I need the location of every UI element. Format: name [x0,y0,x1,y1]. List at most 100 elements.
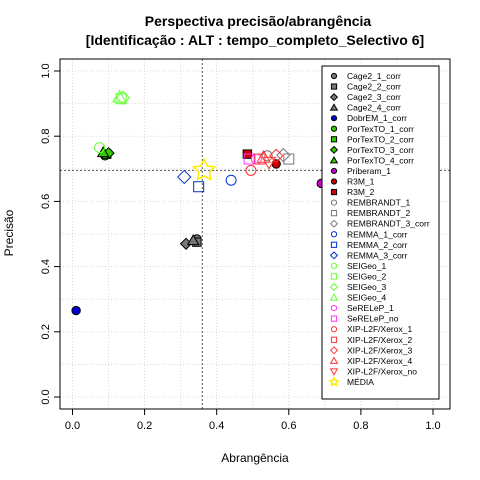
x-axis-label: Abrangência [221,451,289,465]
legend-marker [330,178,338,185]
legend-label: REMBRANDT_2 [347,208,411,218]
legend-marker [329,103,339,111]
legend-marker [330,241,338,248]
legend-marker [330,273,338,280]
data-point [243,153,255,165]
data-point [261,156,277,170]
data-point [112,89,127,103]
legend-label: SeRELeP_1 [347,303,394,313]
legend-label: PorTexTO_4_corr [347,155,414,165]
legend-marker [330,72,338,80]
legend-label: REMMA_2_corr [347,240,408,250]
legend-marker [330,125,338,132]
data-point [94,142,106,154]
legend-marker [330,167,338,175]
chart-title: Perspectiva precisão/abrangência [145,13,372,29]
data-point [71,305,81,316]
x-tick-label: 1.0 [425,420,440,432]
data-point [96,146,110,158]
legend-label: PorTexTO_1_corr [347,124,414,134]
legend-marker [330,231,338,238]
x-tick-label: 0.8 [353,420,368,432]
legend-label: Priberam_1 [347,166,391,176]
plot-frame [59,58,451,410]
data-point [177,169,192,185]
legend-marker [330,326,338,333]
data-point [191,157,217,181]
legend-marker [330,305,338,312]
y-tick-label: 0.4 [40,259,52,274]
legend-box [321,65,440,400]
legend-label: REMBRANDT_1 [347,198,411,208]
legend-label: SEIGeo_4 [347,293,386,303]
legend-marker [330,336,338,343]
legend-label: DobrEM_1_corr [347,113,407,123]
data-point [193,181,205,193]
y-tick-label: 1.0 [40,63,52,78]
data-point [256,149,271,163]
legend-label: REMBRANDT_3_corr [347,219,430,229]
y-axis-ticks: 0.0 0.2 0.4 0.6 0.8 1.0 [40,63,60,405]
legend-label: R3M_1 [347,177,375,187]
data-point [261,150,273,162]
legend-marker [330,199,338,206]
y-tick-label: 0.6 [40,194,52,209]
legend-marker [329,346,339,355]
y-axis-label: Precisão [2,209,16,256]
x-tick-label: 0.0 [65,420,80,432]
legend-marker [330,83,338,90]
legend-label: PorTexTO_2_corr [347,134,414,144]
legend-label: MÉDIA [347,377,374,387]
legend-label: REMMA_3_corr [347,250,408,260]
legend-marker [329,93,339,102]
legend-label: SEIGeo_3 [347,282,386,292]
legend-marker [330,262,338,269]
legend-label: Cage2_3_corr [347,92,401,102]
legend-label: SEIGeo_1 [347,261,386,271]
legend-marker [330,210,338,217]
legend-label: XIP-L2F/Xerox_3 [347,345,412,355]
y-tick-label: 0.8 [40,129,52,144]
legend-marker [329,156,339,164]
legend-label: Cage2_1_corr [347,71,401,81]
legend-marker [329,356,339,364]
legend-marker [330,315,338,322]
legend-label: XIP-L2F/Xerox_1 [347,324,412,334]
data-points [71,89,326,316]
x-tick-label: 0.2 [137,420,152,432]
legend-label: SEIGeo_2 [347,271,386,281]
legend-label: R3M_2 [347,187,375,197]
legend: Cage2_1_corrCage2_2_corrCage2_3_corrCage… [321,65,440,400]
data-point [186,234,200,246]
legend-label: SeRELeP_no [347,314,399,324]
data-point [115,90,131,105]
y-tick-label: 0.0 [40,389,52,404]
data-point [276,147,291,163]
data-point [268,148,284,163]
legend-label: XIP-L2F/Xerox_2 [347,335,412,345]
legend-marker [330,115,338,122]
legend-marker [329,219,339,228]
data-point [245,164,257,176]
legend-marker [329,251,339,260]
x-axis-ticks: 0.0 0.2 0.4 0.6 0.8 1.0 [65,409,441,432]
legend-marker [330,188,338,196]
legend-label: PorTexTO_3_corr [347,145,414,155]
legend-label: REMMA_1_corr [347,229,408,239]
chart-subtitle: [Identificação : ALT : tempo_completo_Se… [86,32,424,48]
x-tick-label: 0.4 [209,420,224,432]
legend-marker [330,136,338,143]
legend-label: XIP-L2F/Xerox_4 [347,356,412,366]
legend-label: Cage2_4_corr [347,103,401,113]
legend-marker [329,368,339,376]
data-point [225,174,237,186]
legend-marker [328,376,340,387]
legend-marker [329,282,339,292]
legend-label: XIP-L2F/Xerox_no [347,366,417,376]
data-point [254,153,266,165]
legend-label: Cage2_2_corr [347,82,401,92]
legend-marker [329,293,339,301]
y-tick-label: 0.2 [40,324,52,339]
x-tick-label: 0.6 [281,420,296,432]
